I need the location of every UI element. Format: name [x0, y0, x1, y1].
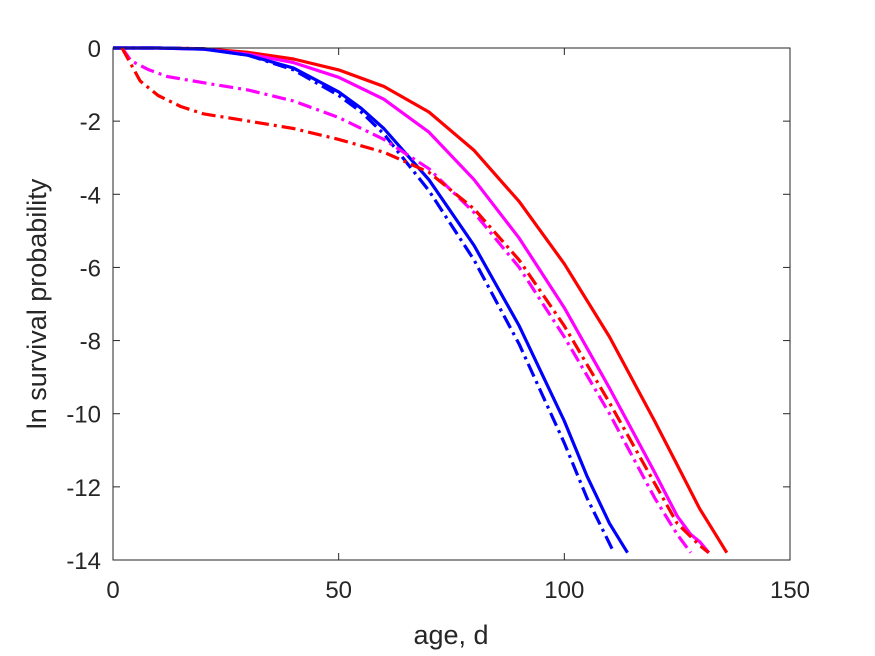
y-tick-label: -12: [66, 475, 101, 502]
y-axis-label: ln survival probability: [22, 178, 52, 429]
series-line-5: [120, 47, 692, 554]
series-layer: [113, 46, 729, 554]
plot-frame: [112, 47, 791, 561]
x-tick-label: 0: [106, 577, 119, 604]
y-tick-label: -8: [80, 329, 101, 356]
x-tick-label: 50: [325, 577, 352, 604]
plot-area: [113, 48, 790, 560]
tick-layer: 0 50 100 150 0 -2 -4 -6 -8 -10 -12 -14: [66, 36, 810, 604]
y-tick-label: -14: [66, 548, 101, 575]
x-tick-label: 100: [544, 577, 584, 604]
y-tick-label: -2: [80, 109, 101, 136]
y-tick-label: -4: [80, 182, 101, 209]
y-tick-label: 0: [88, 36, 101, 63]
series-line-6: [120, 47, 710, 554]
x-axis-label: age, d: [413, 620, 488, 650]
x-tick-label: 150: [770, 577, 810, 604]
y-tick-label: -6: [80, 255, 101, 282]
y-tick-label: -10: [66, 402, 101, 429]
